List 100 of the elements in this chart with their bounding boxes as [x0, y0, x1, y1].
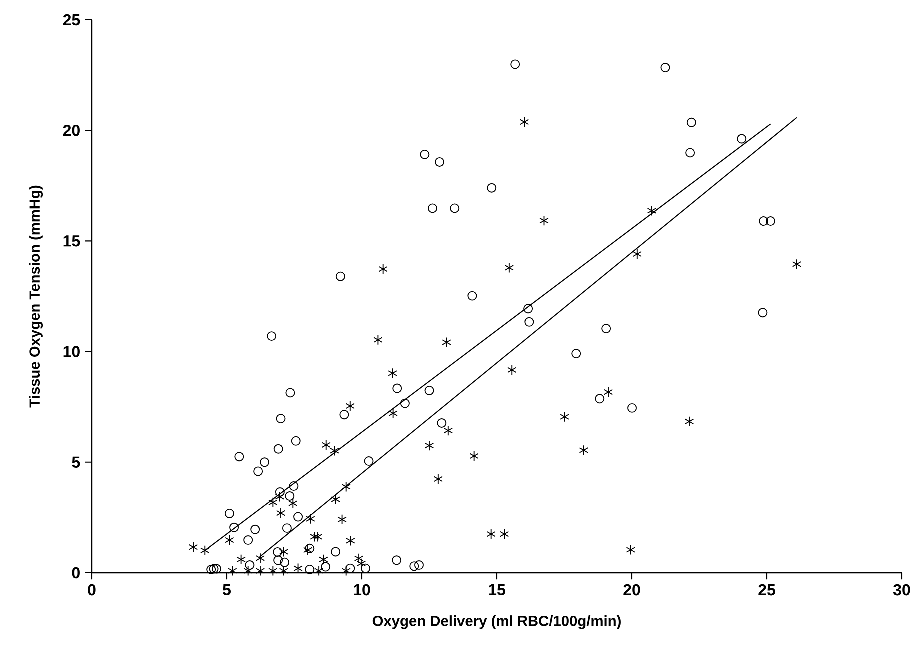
point	[294, 563, 303, 574]
point	[228, 566, 238, 576]
point	[245, 560, 255, 570]
point	[291, 436, 301, 446]
point	[288, 498, 298, 509]
x-tick-label: 30	[893, 584, 910, 596]
point	[340, 410, 350, 420]
point	[319, 554, 328, 565]
x-axis-title: Oxygen Delivery (ml RBC/100g/min)	[372, 616, 621, 630]
point	[392, 384, 402, 394]
point	[250, 524, 260, 534]
point	[322, 440, 331, 450]
point	[579, 445, 589, 456]
point	[330, 446, 340, 456]
point	[273, 547, 282, 557]
y-tick-label: 10	[64, 346, 80, 358]
point	[254, 466, 264, 476]
point	[244, 536, 254, 545]
y-tick-label: 20	[63, 124, 80, 136]
point	[500, 529, 510, 540]
point	[306, 514, 316, 524]
point	[487, 183, 497, 193]
point	[510, 60, 520, 70]
point	[434, 474, 444, 484]
point	[524, 304, 534, 314]
point	[321, 562, 331, 572]
point	[792, 259, 802, 270]
point	[414, 560, 424, 570]
point	[336, 272, 346, 282]
point	[260, 458, 270, 468]
point	[267, 332, 277, 342]
point	[268, 566, 278, 576]
point	[540, 216, 549, 226]
point	[602, 324, 612, 334]
point	[282, 524, 292, 534]
point	[428, 204, 438, 214]
y-axis-title: Tissue Oxygen Tension (mmHg)	[29, 186, 44, 408]
x-tick-label: 5	[223, 584, 231, 596]
point	[289, 482, 299, 492]
x-tick-label: 0	[88, 584, 96, 596]
point	[560, 412, 570, 422]
point	[647, 206, 657, 216]
point	[758, 308, 768, 318]
x-tick-label: 20	[624, 584, 640, 596]
point	[374, 334, 383, 346]
point	[342, 566, 351, 576]
point	[435, 157, 444, 167]
point	[504, 262, 514, 274]
x-tick-label: 25	[758, 584, 776, 596]
point	[244, 566, 253, 576]
point	[212, 564, 222, 574]
x-tick-label: 10	[354, 584, 370, 596]
point	[572, 349, 582, 359]
point	[420, 150, 430, 160]
point	[632, 248, 642, 260]
point	[331, 494, 340, 505]
point	[234, 452, 244, 462]
point	[188, 542, 198, 553]
point	[388, 408, 398, 419]
point	[236, 554, 246, 565]
point	[225, 534, 234, 546]
point	[268, 497, 278, 508]
point	[275, 492, 285, 502]
point	[486, 529, 496, 540]
point	[200, 545, 210, 556]
point	[286, 388, 296, 398]
point	[437, 418, 447, 428]
point	[279, 566, 289, 576]
point	[759, 216, 768, 226]
point	[686, 118, 696, 128]
point	[520, 116, 530, 128]
point	[424, 386, 434, 396]
point	[361, 564, 371, 574]
point	[392, 556, 402, 566]
point	[595, 394, 605, 404]
point	[279, 546, 289, 558]
point	[342, 482, 351, 492]
point	[628, 403, 638, 413]
point	[604, 387, 614, 398]
point	[346, 536, 356, 546]
point	[388, 368, 398, 379]
point	[400, 398, 410, 408]
point	[256, 553, 266, 564]
point	[276, 414, 286, 424]
point	[660, 63, 670, 73]
point	[331, 547, 341, 557]
point	[285, 492, 295, 501]
point	[313, 532, 323, 542]
point	[450, 204, 460, 214]
point	[364, 456, 374, 466]
point	[378, 264, 388, 275]
point	[310, 532, 320, 542]
point	[468, 291, 478, 301]
point	[206, 564, 216, 574]
point	[684, 416, 694, 427]
point	[626, 544, 636, 556]
point	[209, 564, 219, 574]
point	[280, 558, 290, 568]
point	[274, 444, 284, 454]
point	[766, 216, 776, 226]
